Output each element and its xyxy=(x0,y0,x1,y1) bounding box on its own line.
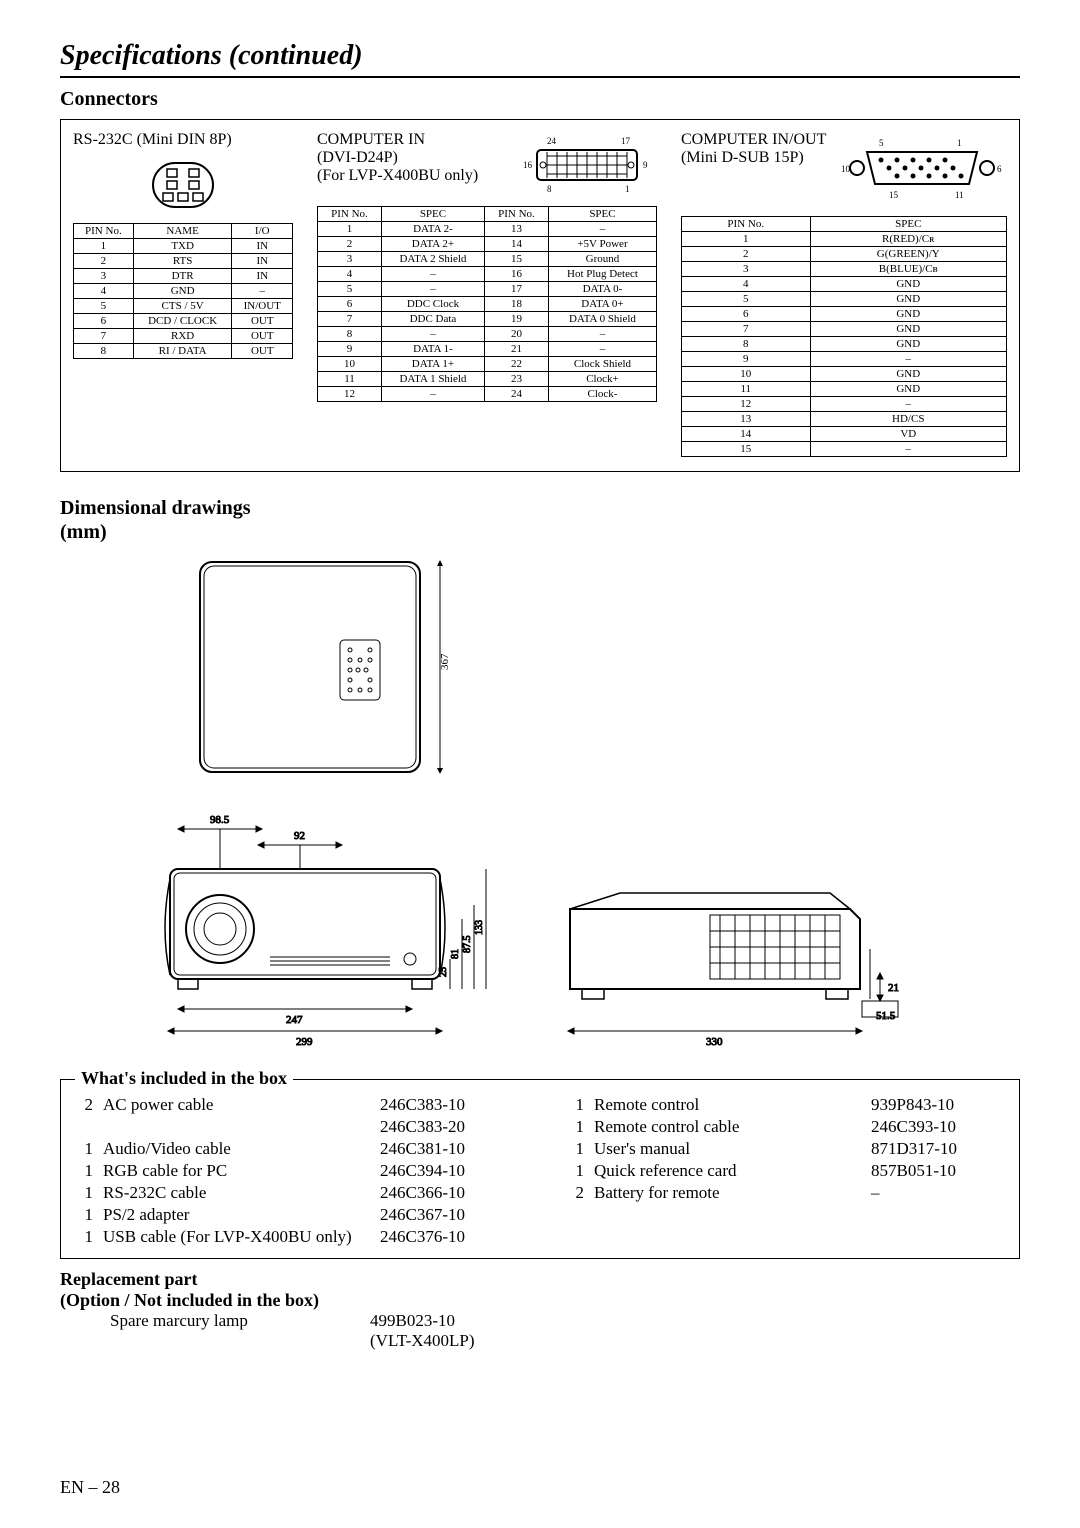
replacement-h1: Replacement part xyxy=(60,1269,1020,1290)
svg-text:17: 17 xyxy=(621,136,631,146)
svg-text:21: 21 xyxy=(888,982,899,994)
front-view-diagram: 98.5 92 25 81 xyxy=(150,799,510,1059)
connectors-heading: Connectors xyxy=(60,88,1020,111)
svg-text:15: 15 xyxy=(889,190,899,200)
svg-text:9: 9 xyxy=(643,160,648,170)
mini-din-diagram xyxy=(143,157,223,213)
svg-text:24: 24 xyxy=(547,136,557,146)
svg-text:5: 5 xyxy=(879,138,884,148)
dimensional-drawings: 367 98.5 92 xyxy=(60,552,1020,1059)
dsub-sub: (Mini D-SUB 15P) xyxy=(681,149,826,167)
rs232-table: PIN No.NAMEI/O1TXDIN2RTSIN3DTRIN4GND–5CT… xyxy=(73,223,293,359)
svg-text:1: 1 xyxy=(625,184,630,194)
included-item: 2AC power cable246C383-10 xyxy=(79,1094,510,1116)
included-item: 246C383-20 xyxy=(79,1116,510,1138)
included-item: 1Remote control cable246C393-10 xyxy=(570,1116,1001,1138)
svg-text:299: 299 xyxy=(296,1036,313,1048)
svg-text:247: 247 xyxy=(286,1014,303,1026)
svg-text:6: 6 xyxy=(997,164,1002,174)
included-item: 1Remote control939P843-10 xyxy=(570,1094,1001,1116)
title-rule xyxy=(60,76,1020,78)
included-item: 1USB cable (For LVP-X400BU only)246C376-… xyxy=(79,1226,510,1248)
svg-text:81: 81 xyxy=(450,949,461,959)
page-number: EN – 28 xyxy=(60,1477,120,1498)
replacement-section: Replacement part (Option / Not included … xyxy=(60,1269,1020,1351)
rs232-title: RS-232C (Mini DIN 8P) xyxy=(73,130,293,149)
rs232-column: RS-232C (Mini DIN 8P) PIN No.NAMEI/O1TXD… xyxy=(73,130,293,457)
dsub-table: PIN No.SPEC1R(RED)/Cʀ2G(GREEN)/Y3B(BLUE)… xyxy=(681,216,1007,457)
page-title: Specifications (continued) xyxy=(60,40,1020,72)
dsub-diagram: 5 1 10 6 15 11 xyxy=(837,130,1007,210)
top-view-diagram: 367 xyxy=(190,552,500,782)
dims-heading: Dimensional drawings(mm) xyxy=(60,496,1020,544)
included-item: 2Battery for remote– xyxy=(570,1182,1001,1204)
dvi-sub: (DVI-D24P) xyxy=(317,149,478,167)
svg-text:367: 367 xyxy=(439,653,451,670)
replacement-name: Spare marcury lamp xyxy=(110,1311,370,1331)
replacement-part1: 499B023-10 xyxy=(370,1311,455,1331)
replacement-part2: (VLT-X400LP) xyxy=(370,1331,475,1351)
svg-text:330: 330 xyxy=(706,1036,723,1048)
included-heading: What's included in the box xyxy=(75,1068,293,1089)
svg-text:92: 92 xyxy=(294,830,305,842)
svg-text:8: 8 xyxy=(547,184,552,194)
dvi-diagram: 24 17 16 9 8 1 xyxy=(517,130,657,200)
side-view-diagram: 21 51.5 330 xyxy=(550,859,930,1059)
svg-text:10: 10 xyxy=(841,164,851,174)
dvi-title: COMPUTER IN xyxy=(317,130,478,149)
dvi-table: PIN No.SPECPIN No.SPEC1DATA 2-13–2DATA 2… xyxy=(317,206,657,402)
included-item: 1RGB cable for PC246C394-10 xyxy=(79,1160,510,1182)
included-item: 1Quick reference card857B051-10 xyxy=(570,1160,1001,1182)
svg-text:11: 11 xyxy=(955,190,964,200)
dsub-column: COMPUTER IN/OUT (Mini D-SUB 15P) 5 1 10 … xyxy=(681,130,1007,457)
replacement-h2: (Option / Not included in the box) xyxy=(60,1290,1020,1311)
included-item: 1PS/2 adapter246C367-10 xyxy=(79,1204,510,1226)
svg-text:87.5: 87.5 xyxy=(462,936,473,954)
included-box: What's included in the box 2AC power cab… xyxy=(60,1079,1020,1259)
included-left: 2AC power cable246C383-10246C383-201Audi… xyxy=(79,1094,510,1248)
dsub-title: COMPUTER IN/OUT xyxy=(681,130,826,149)
svg-text:25: 25 xyxy=(438,967,449,977)
svg-text:51.5: 51.5 xyxy=(876,1010,896,1022)
connectors-box: RS-232C (Mini DIN 8P) PIN No.NAMEI/O1TXD… xyxy=(60,119,1020,472)
dvi-note: (For LVP-X400BU only) xyxy=(317,167,478,185)
svg-text:98.5: 98.5 xyxy=(210,814,230,826)
dvi-column: COMPUTER IN (DVI-D24P) (For LVP-X400BU o… xyxy=(317,130,657,457)
svg-text:1: 1 xyxy=(957,138,962,148)
svg-text:16: 16 xyxy=(523,160,533,170)
included-item: 1RS-232C cable246C366-10 xyxy=(79,1182,510,1204)
included-item: 1Audio/Video cable246C381-10 xyxy=(79,1138,510,1160)
included-right: 1Remote control939P843-101Remote control… xyxy=(570,1094,1001,1248)
svg-text:133: 133 xyxy=(474,920,485,935)
included-item: 1User's manual871D317-10 xyxy=(570,1138,1001,1160)
